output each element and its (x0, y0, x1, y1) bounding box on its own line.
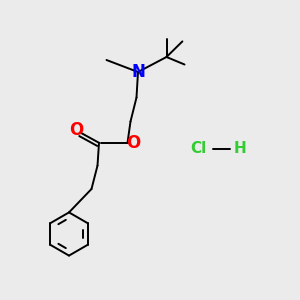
Text: O: O (69, 121, 83, 139)
Text: H: H (234, 141, 247, 156)
Text: Cl: Cl (191, 141, 207, 156)
Text: N: N (131, 63, 145, 81)
Text: O: O (126, 134, 140, 152)
